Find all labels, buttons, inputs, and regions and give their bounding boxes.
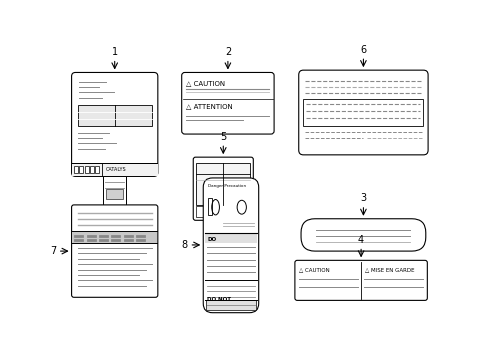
Bar: [303, 99, 423, 126]
FancyBboxPatch shape: [71, 205, 158, 297]
Text: △ CAUTION: △ CAUTION: [186, 80, 225, 86]
Bar: [204, 234, 257, 243]
Text: △ MISE EN GARDE: △ MISE EN GARDE: [364, 267, 414, 272]
Bar: [95, 166, 99, 173]
Bar: [84, 166, 88, 173]
Text: 7: 7: [50, 246, 56, 256]
FancyBboxPatch shape: [182, 72, 274, 134]
Bar: [103, 176, 126, 205]
Text: 1: 1: [111, 47, 118, 57]
Text: 8: 8: [182, 240, 187, 250]
Bar: [72, 232, 157, 243]
Bar: [71, 163, 158, 176]
Bar: [206, 300, 255, 310]
Text: DO NOT: DO NOT: [207, 297, 231, 302]
Bar: [74, 166, 78, 173]
Text: Danger Precaution: Danger Precaution: [207, 184, 245, 188]
FancyBboxPatch shape: [301, 219, 425, 251]
Bar: [207, 198, 212, 215]
FancyBboxPatch shape: [298, 70, 427, 155]
Bar: [79, 166, 83, 173]
Text: 3: 3: [360, 193, 366, 203]
FancyBboxPatch shape: [193, 157, 253, 220]
Text: CATALYS: CATALYS: [105, 167, 126, 172]
FancyBboxPatch shape: [203, 178, 258, 313]
Text: 2: 2: [224, 47, 230, 57]
Bar: [196, 206, 210, 217]
FancyBboxPatch shape: [294, 260, 427, 300]
Text: △ CAUTION: △ CAUTION: [298, 267, 329, 272]
Text: △ ATTENTION: △ ATTENTION: [186, 103, 233, 109]
Bar: [196, 163, 250, 205]
FancyBboxPatch shape: [71, 72, 158, 176]
Text: 5: 5: [220, 132, 226, 142]
Bar: [106, 189, 123, 199]
Bar: [78, 105, 151, 126]
Text: DO: DO: [207, 237, 216, 242]
Text: 4: 4: [357, 235, 364, 245]
Bar: [90, 166, 94, 173]
Text: 6: 6: [360, 45, 366, 55]
